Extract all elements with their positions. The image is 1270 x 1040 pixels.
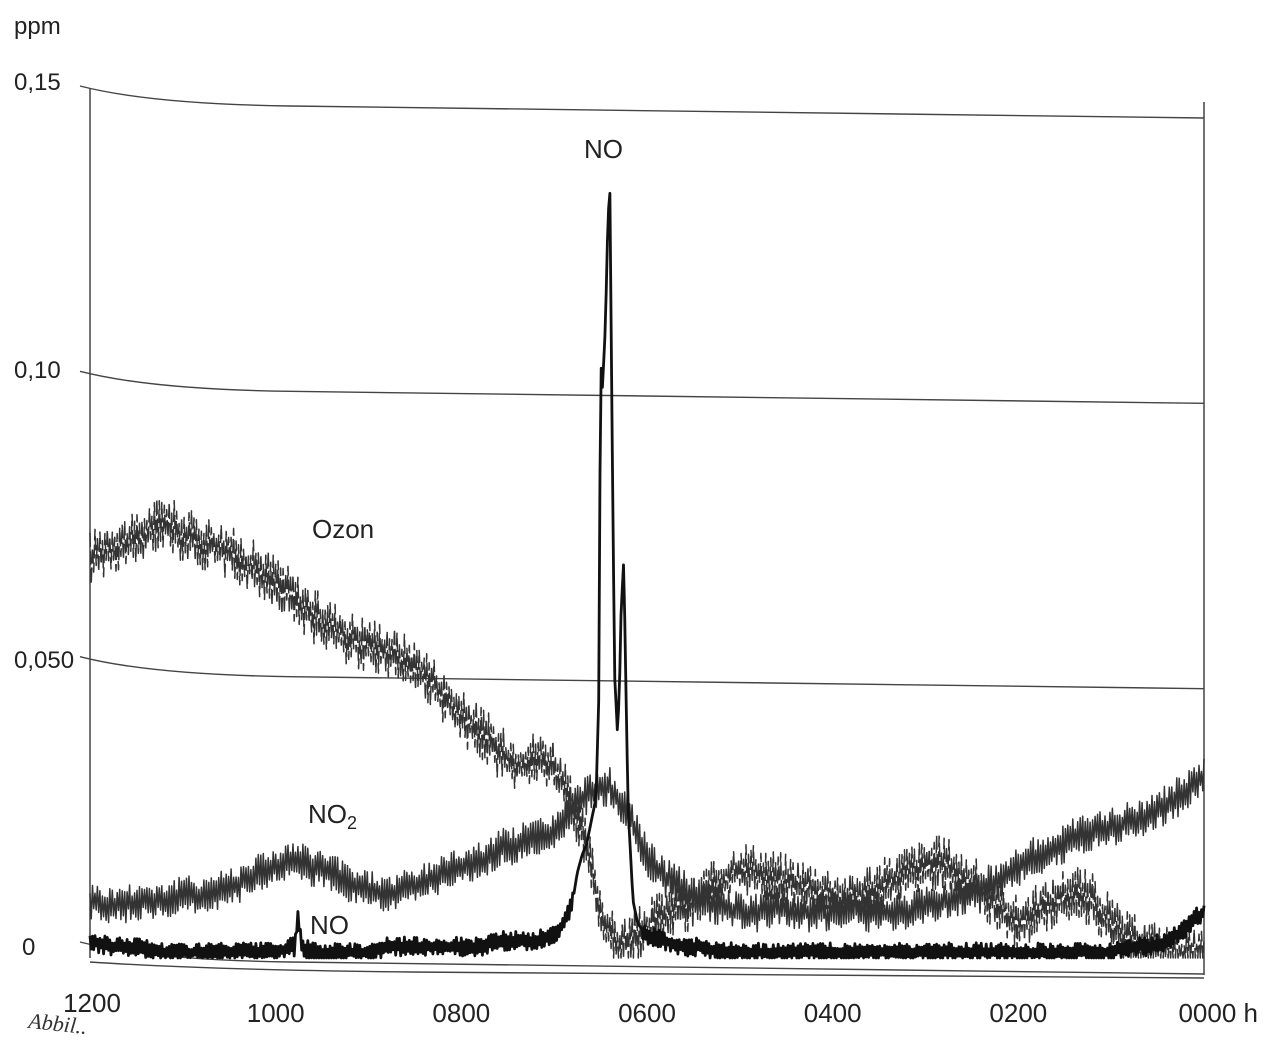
x-tick-labels: 1200 1000 0800 0600 0400 0200 0000 h <box>63 988 1258 1028</box>
no2-label-sub: 2 <box>347 813 357 833</box>
gridline-1 <box>79 655 1205 690</box>
x-tick-label-1: 1000 <box>247 998 305 1028</box>
gridline-2 <box>79 370 1205 405</box>
series-layer <box>88 191 1206 960</box>
y-tick-label-1: 0,050 <box>14 647 74 674</box>
x-tick-label-3: 0600 <box>618 998 676 1028</box>
x-tick-label-6: 0000 h <box>1178 998 1258 1028</box>
x-axis-line <box>89 961 1205 979</box>
y-tick-label-2: 0,10 <box>14 357 61 384</box>
figure-caption: Abbil.. <box>27 1008 89 1039</box>
x-tick-label-4: 0400 <box>804 998 862 1028</box>
gridline-3 <box>79 85 1205 119</box>
x-tick-label-0: 1200 <box>63 988 121 1018</box>
y-unit-label: ppm <box>14 13 61 40</box>
y-tick-labels: 0 0,050 0,10 0,15 <box>14 69 74 961</box>
ozon-label: Ozon <box>312 514 374 544</box>
no-low-label: NO <box>310 910 349 940</box>
no2-label-base: NO <box>308 799 347 829</box>
series-line-no2 <box>89 758 1205 933</box>
no2-label: NO2 <box>308 799 357 833</box>
y-tick-label-0: 0 <box>22 934 35 961</box>
series-line-ozon <box>89 498 1205 959</box>
series-line-no <box>88 191 1206 960</box>
x-tick-label-5: 0200 <box>989 998 1047 1028</box>
x-tick-label-2: 0800 <box>432 998 490 1028</box>
grid-lines <box>79 85 1205 979</box>
y-tick-label-3: 0,15 <box>14 69 61 96</box>
no-peak-label: NO <box>584 134 623 164</box>
